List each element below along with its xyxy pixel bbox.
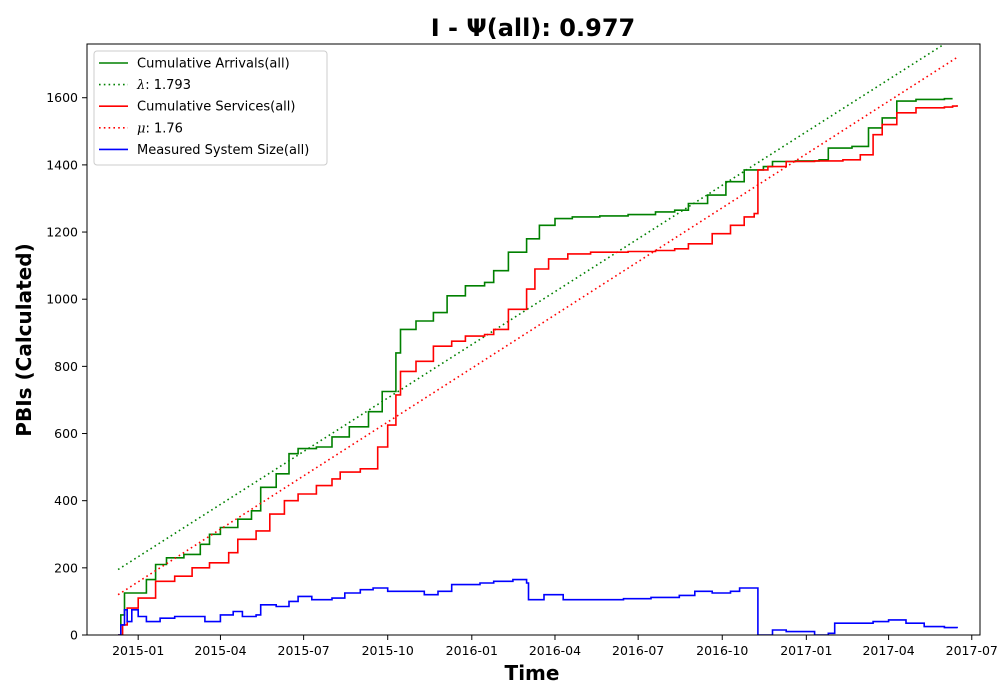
x-tick-label: 2017-07 [946,643,998,658]
series-line-0 [118,97,953,635]
legend-box [93,50,328,166]
x-tick-label: 2015-07 [278,643,330,658]
y-tick-label: 800 [54,359,78,374]
y-axis: 0 200 400 600 800 1000 1200 1400 1600 [46,90,87,643]
y-tick-label: 0 [70,628,78,643]
x-tick-label: 2015-10 [362,643,414,658]
x-tick-label: 2017-04 [862,643,914,658]
y-tick-label: 1400 [46,157,78,172]
y-tick-label: 600 [54,426,78,441]
legend-entry-4: Measured System Size(all) [137,143,309,158]
x-tick-label: 2016-10 [696,643,748,658]
legend-entry-0: Cumulative Arrivals(all) [137,57,290,72]
y-tick-label: 1000 [46,292,78,307]
x-tick-label: 2016-04 [529,643,581,658]
y-tick-label: 400 [54,493,78,508]
x-axis-label: Time [505,661,560,685]
x-tick-label: 2016-07 [612,643,664,658]
x-tick-label: 2016-01 [446,643,498,658]
series-line-2 [118,105,958,635]
x-axis: 2015-01 2015-04 2015-07 2015-10 2016-01 2016-… [112,635,998,658]
x-tick-label: 2017-01 [780,643,832,658]
legend: Cumulative Arrivals(all) λ: 1.793 Cumulati… [93,50,328,166]
legend-entry-3: μ: 1.76 [137,121,183,136]
y-tick-label: 1200 [46,225,78,240]
series-line-1 [117,44,945,571]
y-tick-label: 200 [54,560,78,575]
x-tick-label: 2015-01 [112,643,164,658]
y-axis-label: PBIs (Calculated) [12,243,36,436]
x-tick-label: 2015-04 [194,643,246,658]
legend-entry-1: λ: 1.793 [136,78,191,93]
chart-title: I - Ψ(all): 0.977 [431,14,635,42]
plot-frame [86,43,981,636]
series-line-4 [118,578,958,635]
y-tick-label: 1600 [46,90,78,105]
legend-entry-2: Cumulative Services(all) [137,100,295,115]
